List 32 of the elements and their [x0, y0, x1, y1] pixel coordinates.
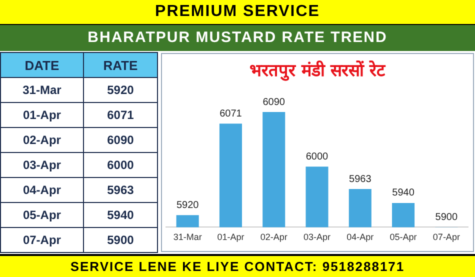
- x-tick-label: 05-Apr: [390, 232, 417, 242]
- data-label: 5900: [83, 228, 158, 252]
- x-tick-label: 01-Apr: [217, 232, 244, 242]
- text: RATE: [83, 52, 158, 78]
- data-label: 6071: [220, 108, 242, 120]
- data-label: 5920: [176, 200, 200, 211]
- data-label: 6090: [83, 128, 158, 152]
- data-label: 6071: [83, 102, 158, 128]
- data-label: 6000: [306, 151, 329, 162]
- text: PREMIUM SERVICE: [0, 0, 475, 25]
- data-label: 5900: [435, 212, 458, 223]
- category-label: 02-Apr: [0, 128, 84, 152]
- x-tick-label: 07-Apr: [432, 232, 460, 242]
- data-label: 5963: [83, 178, 158, 202]
- text: BHARATPUR MUSTARD RATE TREND: [0, 25, 475, 51]
- data-label: 6090: [262, 96, 286, 108]
- chart-title: भरतपुर मंडी सरसों रेट: [248, 60, 387, 81]
- category-label: 04-Apr: [0, 178, 84, 202]
- x-tick-label: 31-Mar: [173, 232, 202, 242]
- category-label: 01-Apr: [0, 102, 84, 128]
- x-tick-label: 02-Apr: [260, 232, 288, 242]
- x-tick-label: 03-Apr: [303, 232, 331, 242]
- category-label: 31-Mar: [0, 78, 84, 102]
- x-tick-label: 04-Apr: [346, 232, 374, 242]
- data-label: 5940: [83, 202, 158, 228]
- annotation: SERVICE LENE KE LIYE CONTACT: 9518288171: [0, 254, 475, 277]
- data-label: 5920: [83, 78, 158, 102]
- data-label: 6000: [83, 152, 158, 178]
- data-label: 5940: [392, 188, 415, 199]
- text: DATE: [0, 52, 84, 78]
- category-label: 03-Apr: [0, 152, 84, 178]
- data-label: 5963: [349, 174, 372, 185]
